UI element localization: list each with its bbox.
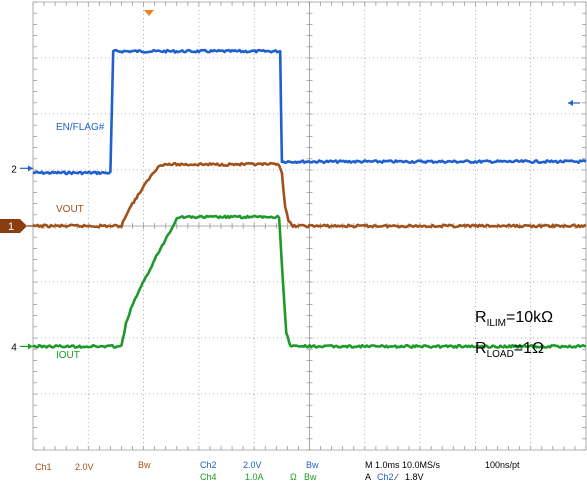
graticule <box>32 1 587 451</box>
channel-1-marker <box>0 219 27 233</box>
timebase: M 1.0ms 10.0MS/s <box>365 460 441 470</box>
trace-iout <box>32 214 587 349</box>
trigger-slope: ∕ <box>394 472 399 482</box>
trace-label-vout: VOUT <box>56 204 84 215</box>
ch4-label: Ch4 <box>200 472 217 482</box>
channel-4-marker-label: 4 <box>11 342 17 353</box>
ch4-scale: 1.0A <box>245 472 264 482</box>
trigger-level: 1.8V <box>405 472 424 482</box>
ch1-bw: Bw <box>138 460 151 470</box>
ch2-scale: 2.0V <box>243 460 262 470</box>
status-bar: Ch1 2.0V Bw Ch2 2.0V Bw Ch4 1.0A Ω Bw M … <box>35 460 520 482</box>
ch2-bw: Bw <box>306 460 319 470</box>
annotation-rload: RLOAD=1Ω <box>475 340 544 360</box>
ch4-bw: Bw <box>304 472 317 482</box>
channel-1-marker-label: 1 <box>8 221 14 233</box>
marker-arrow <box>28 165 33 172</box>
trace-label-en-flag: EN/FLAG# <box>56 122 105 133</box>
annotation-rilim: RILIM=10kΩ <box>475 309 553 329</box>
trigger-prefix: A <box>365 472 371 482</box>
trace-vout <box>32 161 587 229</box>
channel-2-marker-label: 2 <box>11 164 17 175</box>
channel-markers: 1 2 4 <box>0 164 34 353</box>
trace-en-flag- <box>32 48 587 176</box>
marker-arrow <box>28 343 33 350</box>
ch1-label: Ch1 <box>35 462 52 472</box>
trigger-position-marker <box>144 10 154 16</box>
resolution: 100ns/pt <box>485 460 520 470</box>
trigger-source: Ch2 <box>377 472 394 482</box>
ch2-label: Ch2 <box>200 460 217 470</box>
trace-area <box>32 48 587 349</box>
ch4-ohm: Ω <box>290 472 297 482</box>
trace-label-iout: IOUT <box>56 350 80 361</box>
trigger-level-arrow <box>568 100 580 106</box>
ch1-scale: 2.0V <box>75 462 94 472</box>
